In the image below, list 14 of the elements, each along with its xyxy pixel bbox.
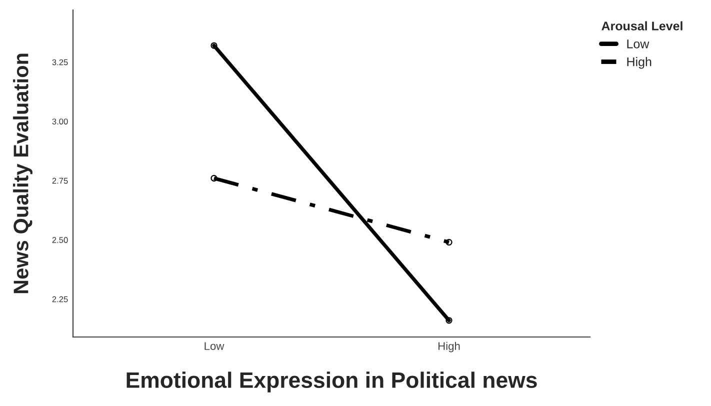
point [446,238,452,246]
x-axis-title: Emotional Expression in Political news [126,372,537,392]
y-axis-title: News Quality Evaluation [13,54,32,294]
legend-label: High [627,57,652,69]
y-tick-label: 2.50 [52,237,68,243]
y-tick-label: 2.25 [52,296,68,302]
point [446,317,452,324]
point [210,174,218,182]
y-tick-label: 3.00 [52,118,68,124]
y-tick-label: 3.25 [52,59,68,66]
point [210,42,218,49]
y-tick-label: 2.75 [52,178,68,184]
legend-label: Low [627,40,650,48]
legend-title: Arousal Level [602,21,682,30]
